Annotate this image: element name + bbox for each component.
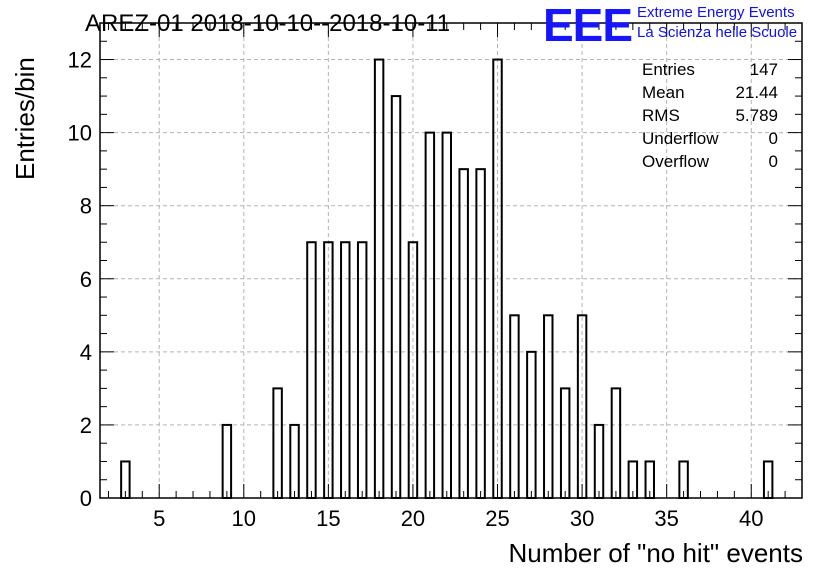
- x-axis-label: Number of "no hit" events: [508, 538, 804, 568]
- eee-logo: EEE: [543, 0, 633, 51]
- histogram-bar: [441, 131, 453, 499]
- y-tick-label: 2: [80, 413, 92, 438]
- histogram-bar: [306, 241, 317, 499]
- logo-line-1: Extreme Energy Events: [637, 4, 795, 21]
- histogram-bar: [559, 387, 571, 499]
- histogram-bar: [424, 131, 436, 499]
- x-tick-label: 30: [570, 506, 594, 531]
- stat-label-entries: Entries: [642, 60, 695, 79]
- y-tick-label: 0: [80, 486, 92, 511]
- histogram-bar: [475, 168, 486, 499]
- stat-value-rms: 5.789: [735, 106, 778, 125]
- stat-value-overflow: 0: [768, 152, 778, 171]
- stat-value-mean: 21.44: [735, 83, 778, 102]
- x-tick-label: 40: [739, 506, 763, 531]
- y-tick-label: 8: [80, 194, 92, 219]
- logo-line-2: La Scienza nelle Scuole: [637, 24, 798, 41]
- histogram-bar: [576, 314, 588, 499]
- y-axis-label: Entries/bin: [10, 57, 40, 180]
- stat-label-underflow: Underflow: [642, 129, 719, 148]
- x-tick-label: 20: [401, 506, 425, 531]
- x-tick-label: 35: [654, 506, 678, 531]
- histogram-bar: [509, 314, 520, 499]
- histogram-bar: [221, 423, 233, 499]
- x-tick-label: 25: [485, 506, 509, 531]
- y-tick-label: 10: [68, 121, 92, 146]
- histogram-bar: [458, 168, 469, 499]
- y-tick-label: 12: [68, 48, 92, 73]
- x-tick-label: 10: [232, 506, 256, 531]
- histogram-bar: [340, 241, 351, 499]
- x-tick-label: 15: [316, 506, 340, 531]
- y-tick-label: 6: [80, 267, 92, 292]
- histogram-bar: [593, 423, 605, 499]
- histogram-bar: [543, 314, 554, 499]
- histogram-bar: [272, 387, 283, 499]
- stat-label-overflow: Overflow: [642, 152, 710, 171]
- chart-title: AREZ-01 2018-10-10--2018-10-11: [85, 10, 451, 37]
- histogram-bar: [356, 241, 368, 499]
- stat-value-underflow: 0: [768, 129, 778, 148]
- y-tick-label: 4: [80, 340, 92, 365]
- stat-label-rms: RMS: [642, 106, 680, 125]
- stat-label-mean: Mean: [642, 83, 685, 102]
- histogram-bar: [289, 423, 300, 499]
- histogram-bar: [610, 387, 622, 499]
- stat-value-entries: 147: [749, 60, 778, 79]
- x-tick-label: 5: [153, 506, 165, 531]
- histogram-bar: [390, 95, 402, 499]
